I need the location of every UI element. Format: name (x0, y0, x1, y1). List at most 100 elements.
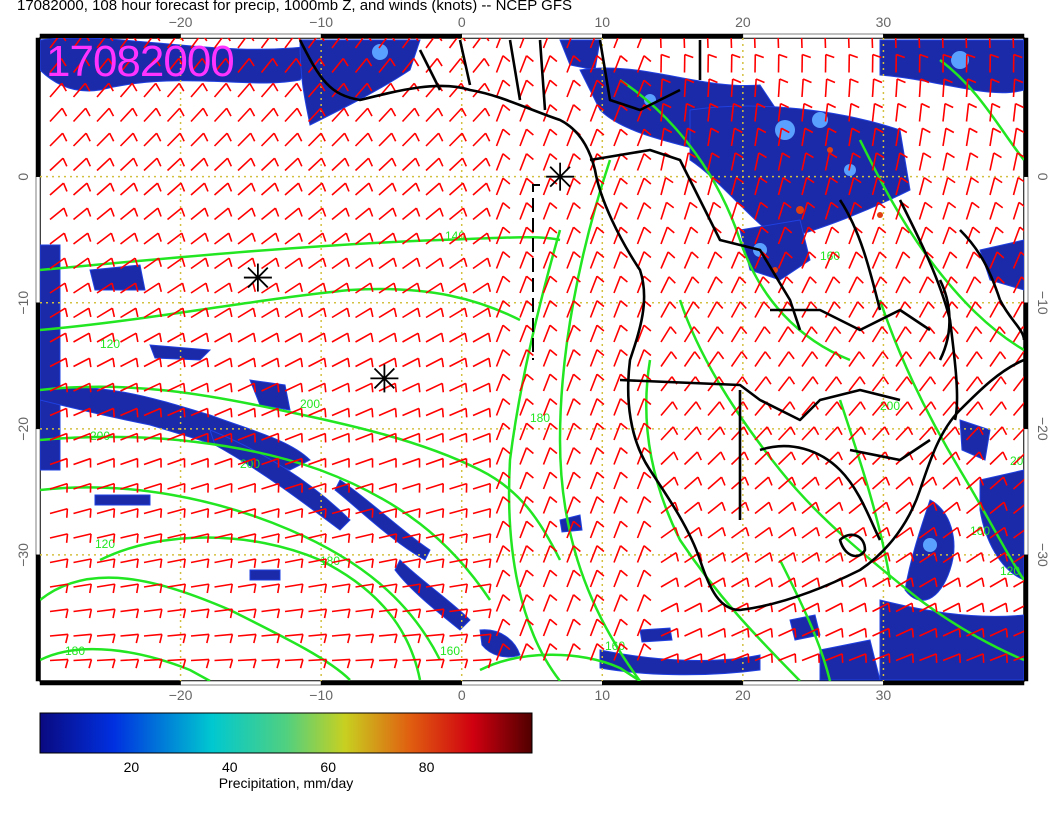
wind-barb-flag (620, 300, 628, 308)
wind-barb-shaft (754, 401, 768, 417)
wind-barb-flag (643, 594, 652, 602)
wind-barb-flag (858, 351, 866, 360)
wind-barb-flag (904, 301, 912, 309)
wind-barb-shaft (683, 251, 693, 269)
wind-barb-flag (88, 333, 92, 343)
wind-barb-shaft (754, 552, 771, 564)
wind-barb-flag (394, 383, 398, 393)
wind-barb-flag (346, 307, 351, 318)
wind-barb-flag (111, 333, 116, 343)
wind-barb-shaft (190, 432, 209, 441)
wind-barb-flag (573, 569, 581, 577)
wind-barb-shaft (801, 627, 819, 637)
wind-barb-flag (502, 177, 511, 185)
wind-barb-shaft (660, 577, 677, 588)
wind-barb-flag (596, 373, 605, 381)
wind-barb-flag (370, 333, 374, 343)
wind-barb-flag (226, 132, 232, 142)
wind-barb-shaft (824, 451, 839, 466)
wind-barb-shaft (613, 643, 622, 661)
wind-barb-flag (486, 207, 491, 217)
wind-barb-flag (464, 609, 469, 619)
wind-barb-shaft (96, 107, 110, 123)
wind-barb-shaft (965, 426, 980, 441)
wind-barb-flag (182, 634, 187, 644)
wind-barb-flag (674, 527, 679, 537)
wind-barb-flag (1028, 527, 1031, 536)
wind-barb-flag (111, 307, 116, 318)
wind-barb-flag (206, 558, 210, 569)
wind-barb-flag (319, 82, 326, 92)
wind-barb-flag (179, 132, 185, 142)
wind-barb-flag (502, 520, 511, 528)
wind-barb-flag (417, 609, 422, 619)
wind-barb-shaft (895, 351, 907, 367)
wind-barb-shaft (589, 373, 598, 392)
wind-barb-flag (958, 603, 962, 613)
wind-barb-shaft (919, 602, 936, 613)
wind-barb-flag (782, 176, 792, 184)
wind-barb-shaft (261, 257, 277, 270)
marker-stroke (247, 267, 269, 289)
wind-barb-shaft (190, 608, 209, 613)
wind-barb-shaft (683, 301, 694, 318)
wind-barb-flag (276, 609, 281, 619)
wind-barb-flag (85, 157, 92, 167)
wind-barb-flag (841, 628, 844, 638)
wind-barb-flag (919, 53, 929, 59)
wind-barb-shaft (613, 79, 622, 98)
wind-barb-flag (274, 182, 280, 192)
wind-barb-flag (955, 451, 961, 461)
wind-barb-shaft (636, 520, 645, 539)
wind-barb-flag (1016, 127, 1024, 134)
wind-barb-flag (747, 628, 750, 638)
wind-barb-shaft (613, 594, 622, 612)
wind-barb-flag (415, 182, 421, 192)
wind-barb-shaft (378, 658, 398, 662)
wind-barb-flag (526, 177, 534, 185)
wind-barb-shaft (261, 332, 278, 343)
wind-barb-flag (347, 609, 351, 619)
wind-barb-shaft (707, 276, 717, 294)
wind-barb-flag (789, 401, 796, 410)
wind-barb-flag (87, 257, 92, 267)
wind-barb-flag (911, 628, 915, 638)
wind-barb-shaft (167, 332, 184, 343)
wind-barb-flag (692, 301, 700, 309)
wind-barb-shaft (730, 451, 745, 466)
wind-barb-shaft (425, 57, 438, 73)
wind-barb-shaft (143, 107, 157, 123)
wind-barb-shaft (237, 507, 256, 515)
wind-barb-shaft (1012, 251, 1022, 269)
lon-tick-label-top: −20 (169, 14, 193, 30)
wind-barb-flag (736, 201, 745, 209)
wind-barb-shaft (965, 202, 973, 220)
wind-barb-shaft (919, 501, 935, 515)
wind-barb-shaft (942, 226, 951, 245)
wind-barb-shaft (777, 476, 793, 490)
wind-barb-shaft (214, 282, 230, 294)
wind-barb-shaft (214, 432, 232, 441)
wind-barb-shaft (942, 202, 950, 220)
wind-barb-shaft (308, 357, 325, 368)
wind-barb-flag (885, 502, 891, 512)
wind-barb-shaft (237, 633, 256, 637)
wind-barb-shaft (895, 103, 899, 122)
wind-barb-shaft (542, 545, 551, 563)
wind-barb-shaft (119, 182, 135, 196)
colorbar-tick: 20 (124, 759, 140, 775)
wind-barb-flag (322, 282, 327, 293)
wind-barb-flag (206, 634, 210, 644)
wind-barb-shaft (214, 608, 233, 613)
wind-barb-shaft (519, 545, 528, 563)
wind-barb-shaft (989, 602, 1007, 613)
wind-barb-flag (901, 226, 910, 234)
wind-barb-shaft (566, 38, 572, 49)
wind-barb-flag (300, 609, 304, 619)
wind-barb-flag (717, 351, 725, 360)
wind-barb-flag (182, 333, 186, 343)
wind-barb-flag (484, 107, 491, 117)
wind-barb-shaft (566, 496, 575, 514)
wind-barb-shaft (402, 257, 418, 270)
wind-barb-shaft (308, 257, 324, 270)
